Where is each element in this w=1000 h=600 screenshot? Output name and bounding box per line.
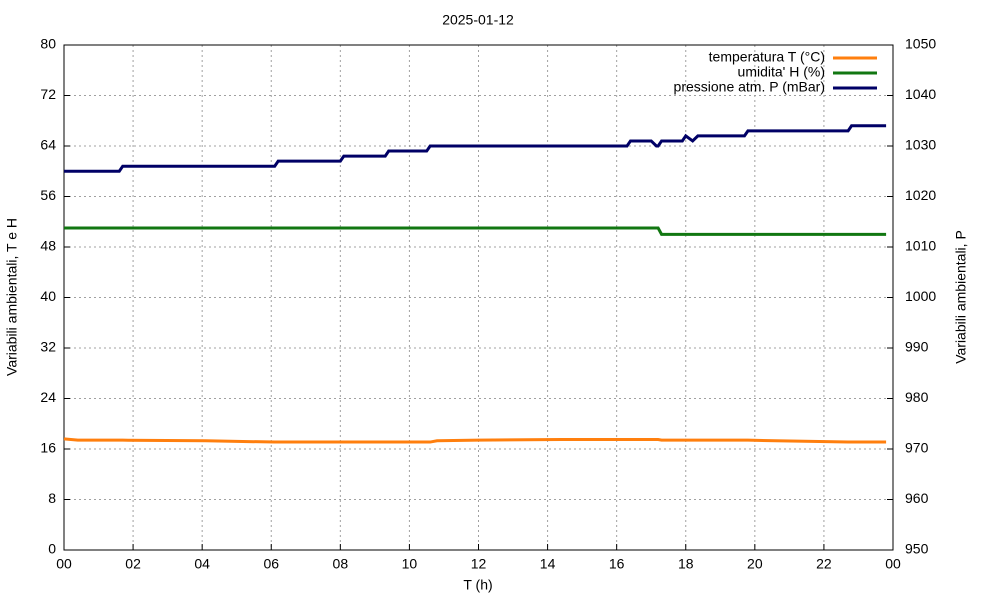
x-tick-label: 20 bbox=[747, 556, 763, 572]
y2-tick-label: 980 bbox=[905, 389, 929, 405]
y-tick-label: 0 bbox=[48, 541, 56, 557]
x-tick-label: 16 bbox=[609, 556, 625, 572]
y2-tick-label: 990 bbox=[905, 339, 929, 355]
y2-tick-label: 950 bbox=[905, 541, 929, 557]
x-tick-label: 00 bbox=[885, 556, 901, 572]
legend-label: temperatura T (°C) bbox=[709, 49, 825, 65]
x-axis-label: T (h) bbox=[463, 577, 492, 593]
y2-axis-label: Variabili ambientali, P bbox=[953, 230, 969, 364]
y-tick-label: 48 bbox=[40, 238, 56, 254]
series-line bbox=[64, 226, 887, 236]
y2-tick-label: 1050 bbox=[905, 36, 936, 52]
x-tick-label: 04 bbox=[194, 556, 210, 572]
x-tick-label: 14 bbox=[540, 556, 556, 572]
series-line bbox=[63, 437, 887, 444]
x-tick-label: 22 bbox=[816, 556, 832, 572]
y-axis-label: Variabili ambientali, T e H bbox=[4, 218, 20, 376]
x-tick-label: 12 bbox=[471, 556, 487, 572]
y-tick-label: 80 bbox=[40, 36, 56, 52]
chart-title: 2025-01-12 bbox=[442, 12, 514, 28]
x-tick-label: 00 bbox=[56, 556, 72, 572]
y-tick-label: 24 bbox=[40, 389, 56, 405]
y-tick-label: 56 bbox=[40, 187, 56, 203]
y-tick-label: 64 bbox=[40, 137, 56, 153]
y-tick-label: 40 bbox=[40, 288, 56, 304]
x-tick-label: 10 bbox=[402, 556, 418, 572]
y2-tick-label: 970 bbox=[905, 440, 929, 456]
y-tick-label: 8 bbox=[48, 490, 56, 506]
x-tick-label: 06 bbox=[263, 556, 279, 572]
legend-label: pressione atm. P (mBar) bbox=[674, 79, 825, 95]
legend-label: umidita' H (%) bbox=[738, 64, 825, 80]
y2-tick-label: 960 bbox=[905, 490, 929, 506]
y2-tick-label: 1040 bbox=[905, 86, 936, 102]
y2-tick-label: 1000 bbox=[905, 288, 936, 304]
x-tick-label: 02 bbox=[125, 556, 141, 572]
y2-tick-label: 1010 bbox=[905, 238, 936, 254]
x-tick-label: 08 bbox=[333, 556, 349, 572]
x-tick-label: 18 bbox=[678, 556, 694, 572]
series-line bbox=[64, 124, 887, 173]
y2-tick-label: 1030 bbox=[905, 137, 936, 153]
y-tick-label: 32 bbox=[40, 339, 56, 355]
y-tick-label: 16 bbox=[40, 440, 56, 456]
y-tick-label: 72 bbox=[40, 86, 56, 102]
plot-frame bbox=[63, 44, 894, 551]
y2-tick-label: 1020 bbox=[905, 187, 936, 203]
